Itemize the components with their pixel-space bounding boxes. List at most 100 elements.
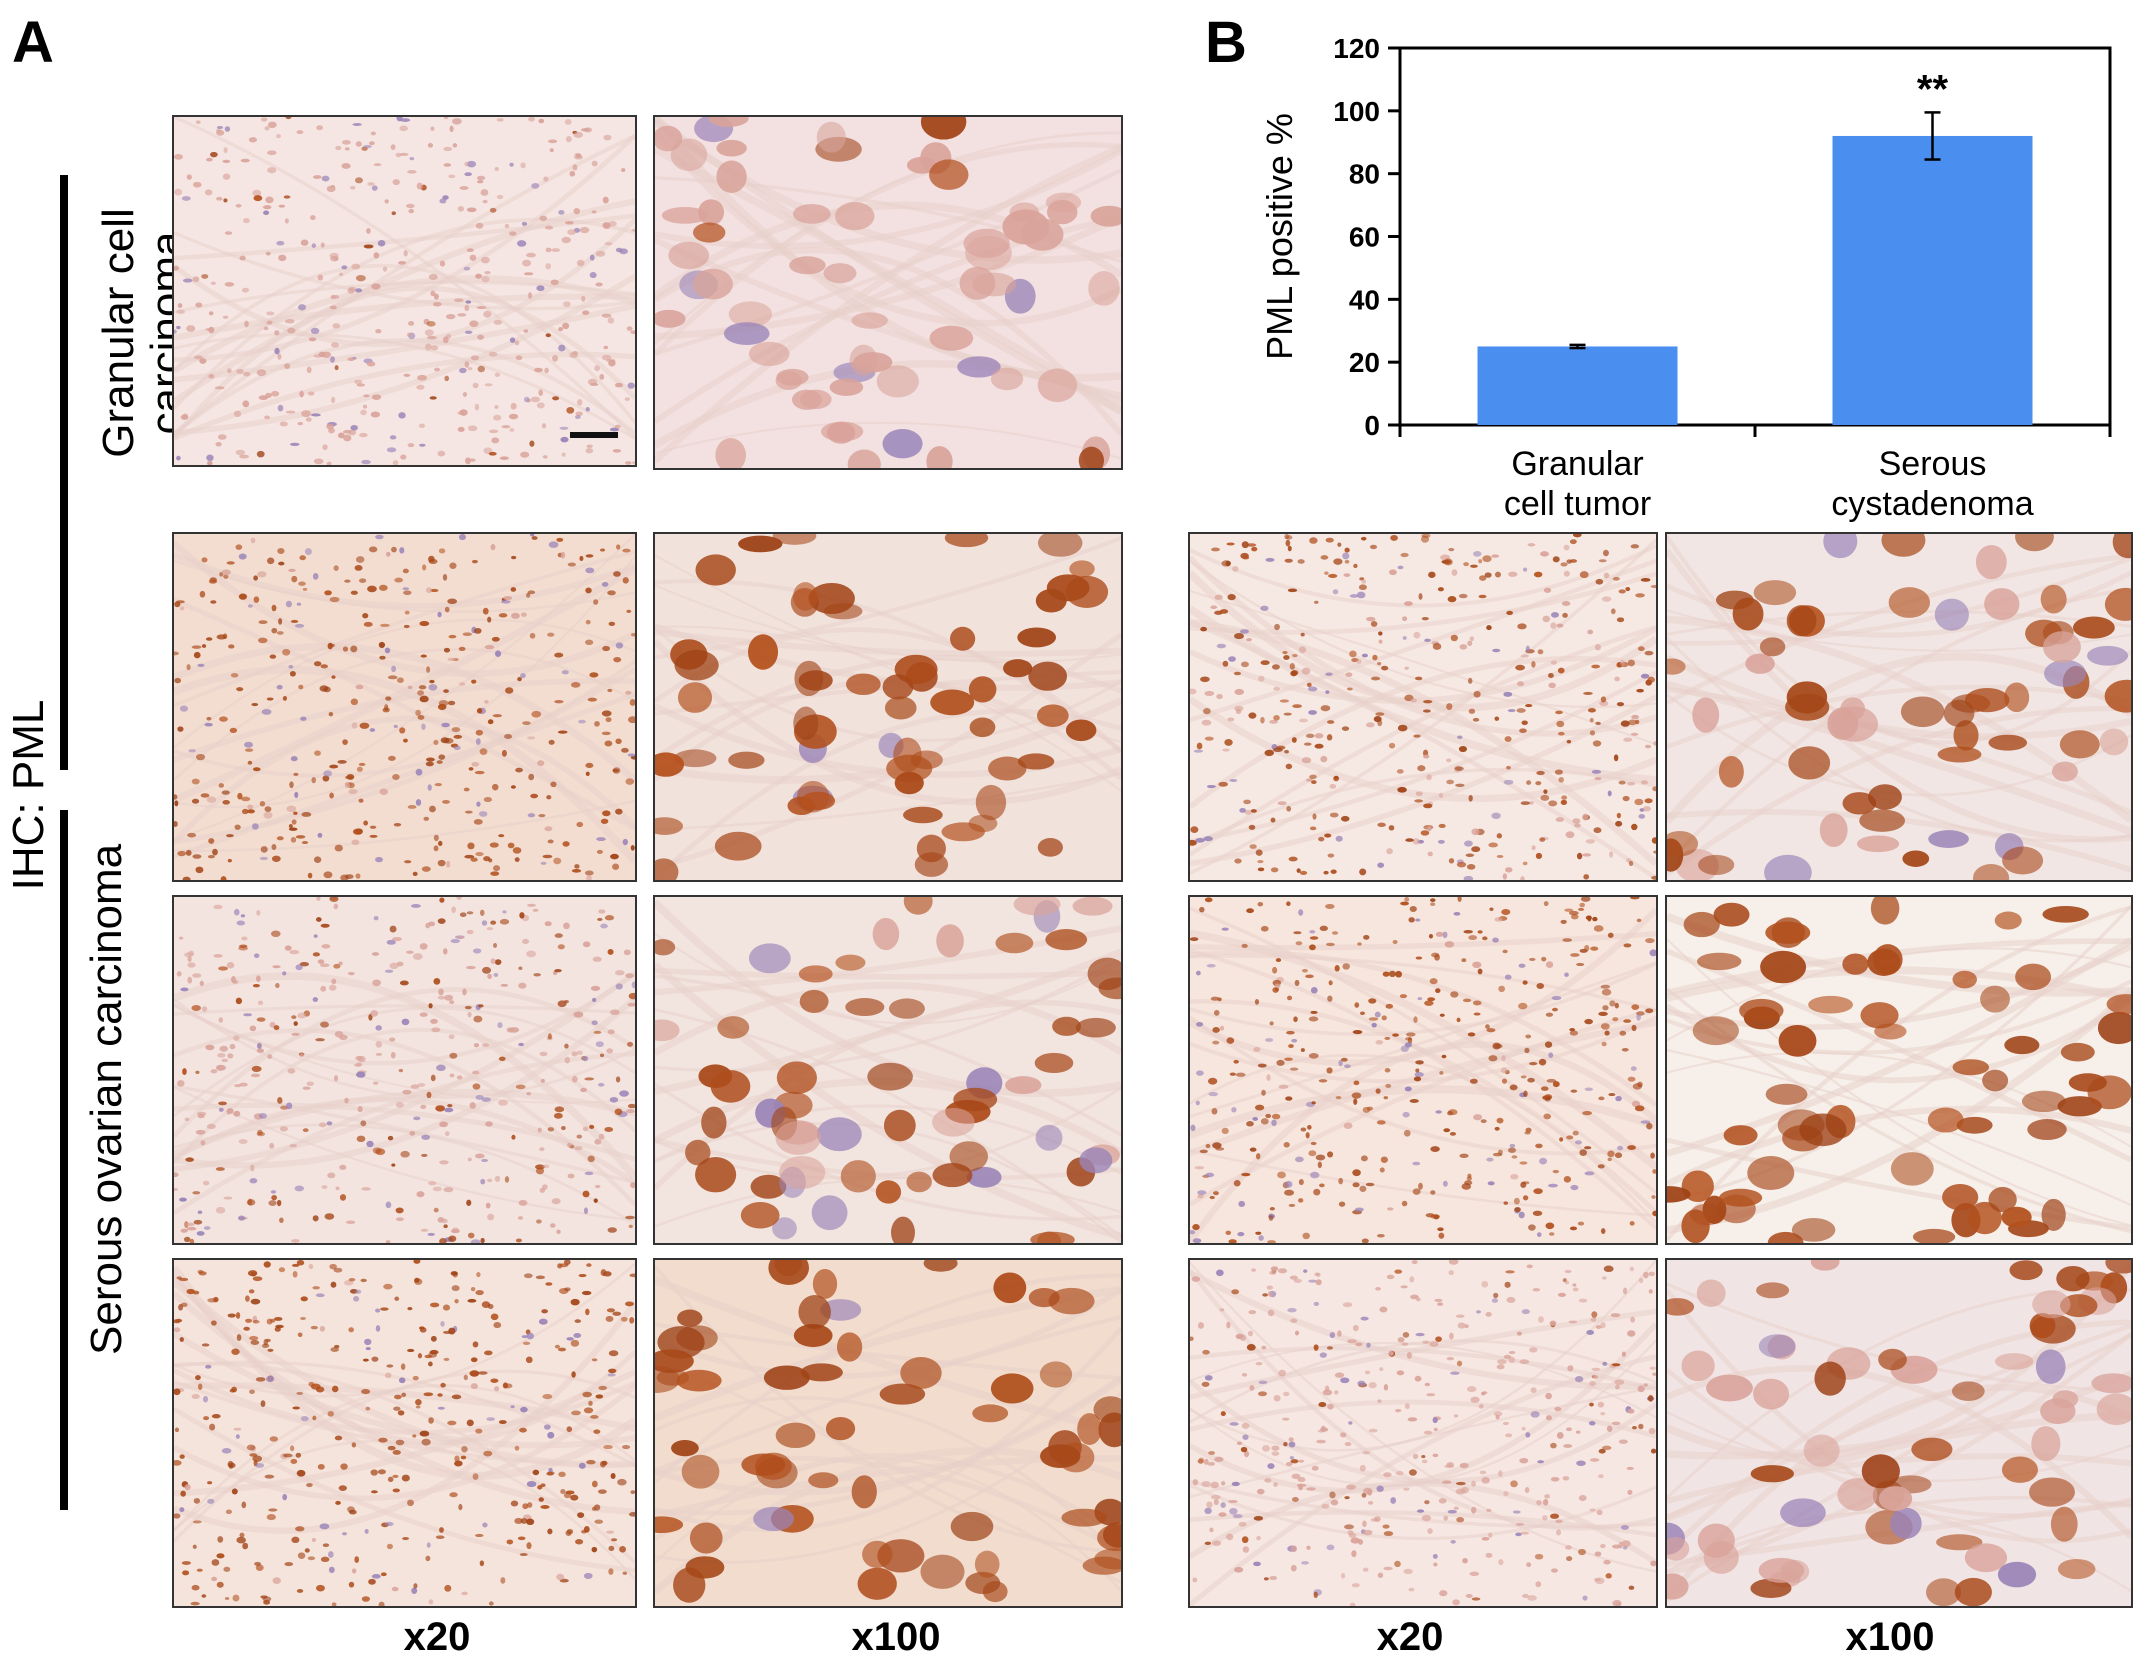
cell-nucleus xyxy=(626,326,633,331)
cell-nucleus xyxy=(1240,1446,1248,1453)
cell-nucleus xyxy=(1627,1489,1633,1495)
cell-nucleus xyxy=(423,1392,434,1397)
cell-nucleus xyxy=(1324,1385,1330,1392)
cell-nucleus xyxy=(208,311,214,316)
cell-nucleus xyxy=(434,783,442,787)
cell-nucleus xyxy=(1506,610,1513,615)
cell-nucleus xyxy=(629,1273,635,1278)
cell-nucleus xyxy=(605,1315,614,1322)
cell-nucleus xyxy=(1401,1342,1409,1346)
cell-nucleus xyxy=(338,1485,347,1491)
y-tick-label: 120 xyxy=(1333,33,1380,64)
cell-nucleus xyxy=(1548,1232,1555,1236)
cell-nucleus xyxy=(387,1135,394,1141)
cell-nucleus xyxy=(417,1082,426,1087)
cell-nucleus xyxy=(375,328,382,334)
cell-nucleus xyxy=(1528,801,1534,805)
cell-nucleus xyxy=(482,199,488,204)
cell-nucleus xyxy=(528,292,533,299)
cell-nucleus xyxy=(1441,1054,1447,1059)
cell-nucleus xyxy=(490,871,500,876)
cell-nucleus xyxy=(1598,1474,1604,1479)
cell-nucleus xyxy=(254,1561,261,1566)
cell-nucleus xyxy=(485,1202,491,1209)
cell-nucleus xyxy=(1589,1458,1600,1462)
cell-nucleus xyxy=(1612,576,1620,581)
cell-nucleus xyxy=(1667,1298,1695,1316)
cell-nucleus xyxy=(223,147,228,154)
cell-nucleus xyxy=(1272,966,1278,974)
cell-nucleus xyxy=(235,203,242,208)
cell-nucleus xyxy=(1337,1330,1342,1337)
cell-nucleus xyxy=(1418,1182,1423,1190)
cell-nucleus xyxy=(301,812,312,817)
cell-nucleus xyxy=(278,561,285,566)
cell-nucleus xyxy=(619,248,628,255)
cell-nucleus xyxy=(186,325,196,332)
cell-nucleus xyxy=(252,1276,263,1282)
cell-nucleus xyxy=(1268,1290,1273,1297)
cell-nucleus xyxy=(1286,1030,1295,1035)
cell-nucleus xyxy=(1493,1292,1499,1299)
cell-nucleus xyxy=(588,1400,593,1406)
cell-nucleus xyxy=(608,1350,619,1357)
cell-nucleus xyxy=(586,1459,596,1465)
cell-nucleus xyxy=(403,624,410,629)
cell-nucleus xyxy=(1199,1149,1208,1154)
cell-nucleus xyxy=(1520,1181,1527,1188)
cell-nucleus xyxy=(1635,593,1645,598)
cell-nucleus xyxy=(491,437,500,444)
cell-nucleus xyxy=(1471,1480,1476,1487)
cell-nucleus xyxy=(2106,994,2131,1015)
cell-nucleus xyxy=(1208,1092,1219,1097)
cell-nucleus xyxy=(475,1095,484,1100)
cell-nucleus xyxy=(598,909,606,914)
cell-nucleus xyxy=(202,1180,210,1186)
cell-nucleus xyxy=(1267,1463,1275,1469)
cell-nucleus xyxy=(607,948,614,955)
cell-nucleus xyxy=(448,1034,455,1040)
cell-nucleus xyxy=(560,551,566,559)
cell-nucleus xyxy=(655,1019,680,1042)
stroma-fiber xyxy=(655,1326,1121,1532)
cell-nucleus xyxy=(603,134,612,141)
cell-nucleus xyxy=(1300,1127,1307,1132)
cell-nucleus xyxy=(1300,1048,1305,1053)
cell-nucleus xyxy=(527,590,536,595)
cell-nucleus xyxy=(470,1357,478,1363)
cell-nucleus xyxy=(426,1542,431,1548)
cell-nucleus xyxy=(1627,1076,1636,1082)
cell-nucleus xyxy=(439,198,447,204)
cell-nucleus xyxy=(490,1378,499,1383)
cell-nucleus xyxy=(279,1217,284,1224)
cell-nucleus xyxy=(1231,1481,1240,1487)
cell-nucleus xyxy=(584,1077,595,1081)
cell-nucleus xyxy=(329,252,339,259)
cell-nucleus xyxy=(531,182,540,189)
cell-nucleus xyxy=(606,1530,615,1534)
cell-nucleus xyxy=(459,367,467,374)
cell-nucleus xyxy=(1065,719,1097,742)
cell-nucleus xyxy=(1585,915,1592,920)
cell-nucleus xyxy=(1052,1016,1081,1036)
cell-nucleus xyxy=(800,1363,843,1382)
cell-nucleus xyxy=(448,634,457,639)
cell-nucleus xyxy=(547,839,554,844)
cell-nucleus xyxy=(1652,786,1656,792)
cell-nucleus xyxy=(371,394,382,400)
cell-nucleus xyxy=(574,864,580,869)
cell-nucleus xyxy=(630,330,635,334)
cell-nucleus xyxy=(1260,660,1270,666)
cell-nucleus xyxy=(234,824,241,830)
cell-nucleus xyxy=(1819,813,1848,847)
cell-nucleus xyxy=(252,189,262,197)
cell-nucleus xyxy=(333,903,339,910)
cell-nucleus xyxy=(434,367,441,372)
cell-nucleus xyxy=(386,939,396,945)
cell-nucleus xyxy=(1353,1080,1360,1086)
cell-nucleus xyxy=(556,1573,565,1581)
cell-nucleus xyxy=(1681,1209,1710,1243)
cell-nucleus xyxy=(313,661,322,667)
cell-nucleus xyxy=(282,971,287,976)
cell-nucleus xyxy=(427,1232,435,1236)
